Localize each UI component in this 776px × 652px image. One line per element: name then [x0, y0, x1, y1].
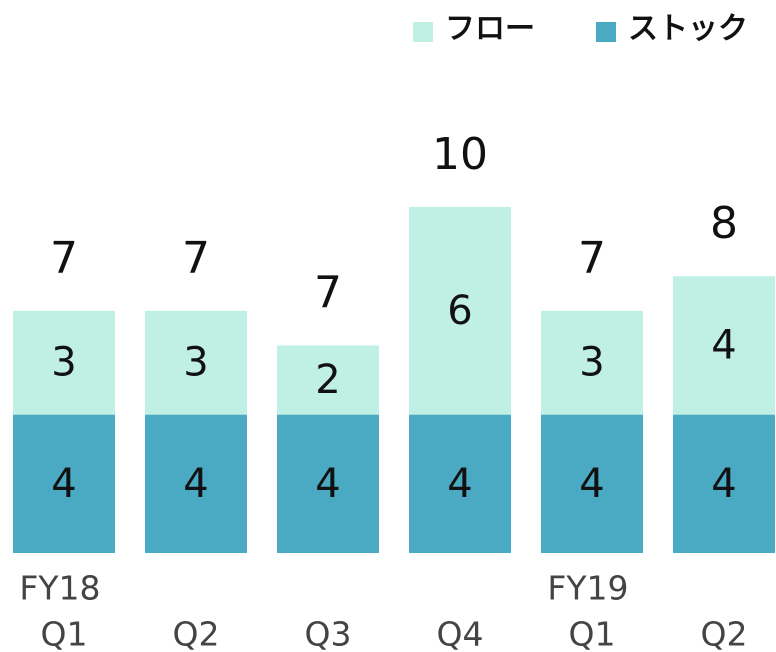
value-label: 2: [315, 357, 340, 403]
bar-segment: [409, 414, 511, 553]
value-label: 4: [51, 461, 76, 507]
legend-swatch: [413, 22, 433, 42]
x-tick-label: Q2: [701, 615, 748, 652]
bar-segment: [673, 414, 775, 553]
x-tick-label: Q1: [41, 615, 88, 652]
bar-segment: [409, 207, 511, 415]
legend-swatch: [596, 22, 616, 42]
total-label: 7: [50, 233, 78, 284]
value-label: 3: [51, 340, 76, 386]
value-label: 3: [579, 340, 604, 386]
value-label: 4: [315, 461, 340, 507]
total-label: 8: [710, 198, 738, 249]
legend-label: フロー: [445, 12, 535, 47]
value-label: 4: [711, 322, 736, 368]
bar-segment: [541, 310, 643, 415]
legend-label: ストック: [628, 12, 748, 47]
total-label: 7: [314, 267, 342, 318]
bar-segment: [145, 310, 247, 415]
x-tick-label: Q3: [305, 615, 352, 652]
value-label: 4: [447, 461, 472, 507]
bar-segment: [145, 414, 247, 553]
x-group-label: FY18: [19, 569, 100, 608]
x-tick-label: Q2: [173, 615, 220, 652]
bar-segment: [277, 345, 379, 415]
total-label: 7: [578, 233, 606, 284]
value-label: 4: [183, 461, 208, 507]
total-label: 7: [182, 233, 210, 284]
x-tick-label: Q1: [569, 615, 616, 652]
x-group-label: FY19: [547, 569, 628, 608]
bar-segment: [541, 414, 643, 553]
value-label: 6: [447, 288, 472, 334]
bar-segment: [13, 414, 115, 553]
total-label: 10: [432, 129, 488, 180]
value-label: 4: [579, 461, 604, 507]
x-tick-label: Q4: [437, 615, 484, 652]
value-label: 3: [183, 340, 208, 386]
bar-segment: [277, 414, 379, 553]
bar-segment: [673, 276, 775, 415]
value-label: 4: [711, 461, 736, 507]
bar-segment: [13, 310, 115, 415]
